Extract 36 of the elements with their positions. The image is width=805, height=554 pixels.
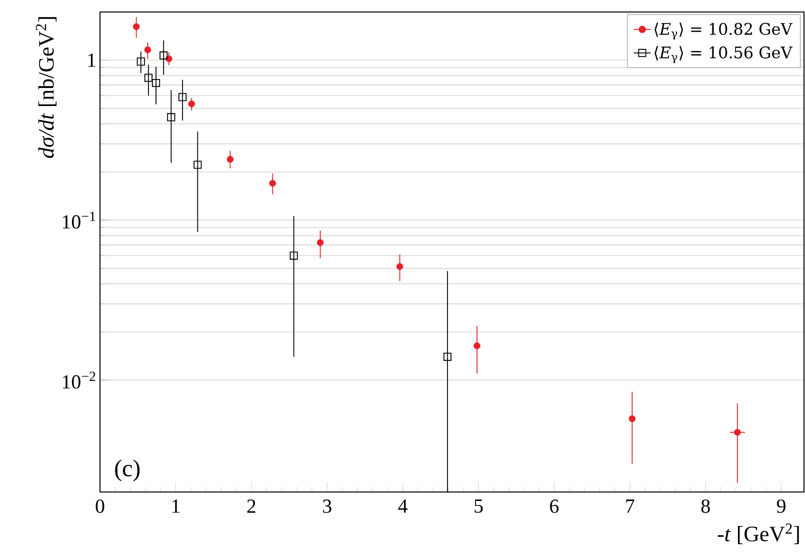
- x-tick-label: 8: [701, 500, 710, 513]
- point: [144, 46, 152, 54]
- point: [136, 58, 145, 66]
- point: [290, 252, 298, 260]
- point: [132, 23, 140, 30]
- x-tick-label: 4: [398, 500, 408, 513]
- y-tick-label: 10$^{−1}$: [62, 212, 96, 229]
- y-tick-label: 1: [88, 54, 96, 67]
- legend-label: ⟨E$_{γ}$⟩ = 10.82 GeV: [654, 22, 793, 40]
- x-tick-label: 0: [96, 500, 104, 513]
- point: [269, 180, 276, 187]
- legend-label: ⟨E$_{γ}$⟩ = 10.56 GeV: [654, 46, 793, 64]
- point: [226, 156, 234, 163]
- x-tick-label: 1: [172, 500, 180, 513]
- x-tick-label: 2: [247, 500, 256, 513]
- point: [628, 415, 636, 422]
- x-tick-label: 6: [550, 500, 559, 513]
- point: [316, 239, 324, 246]
- y-axis-title: dσ/dt [nb/GeV$^{2}$]: [36, 17, 56, 158]
- point: [188, 100, 195, 108]
- point: [152, 78, 160, 88]
- x-tick-label: 3: [323, 500, 332, 513]
- annotation: (c): [115, 460, 140, 482]
- y-tick-label: 10$^{−2}$: [62, 372, 96, 389]
- point: [396, 263, 404, 270]
- x-tick-label: 7: [626, 500, 634, 513]
- point: [178, 93, 187, 102]
- point: [167, 113, 176, 122]
- point: [474, 342, 480, 350]
- x-tick-label: 9: [776, 500, 786, 513]
- point: [443, 352, 452, 361]
- point: [194, 160, 202, 169]
- x-axis-title: -t [GeV$^{2}$]: [718, 524, 799, 544]
- point: [144, 74, 152, 82]
- x-tick-label: 5: [474, 500, 483, 513]
- point: [734, 428, 741, 436]
